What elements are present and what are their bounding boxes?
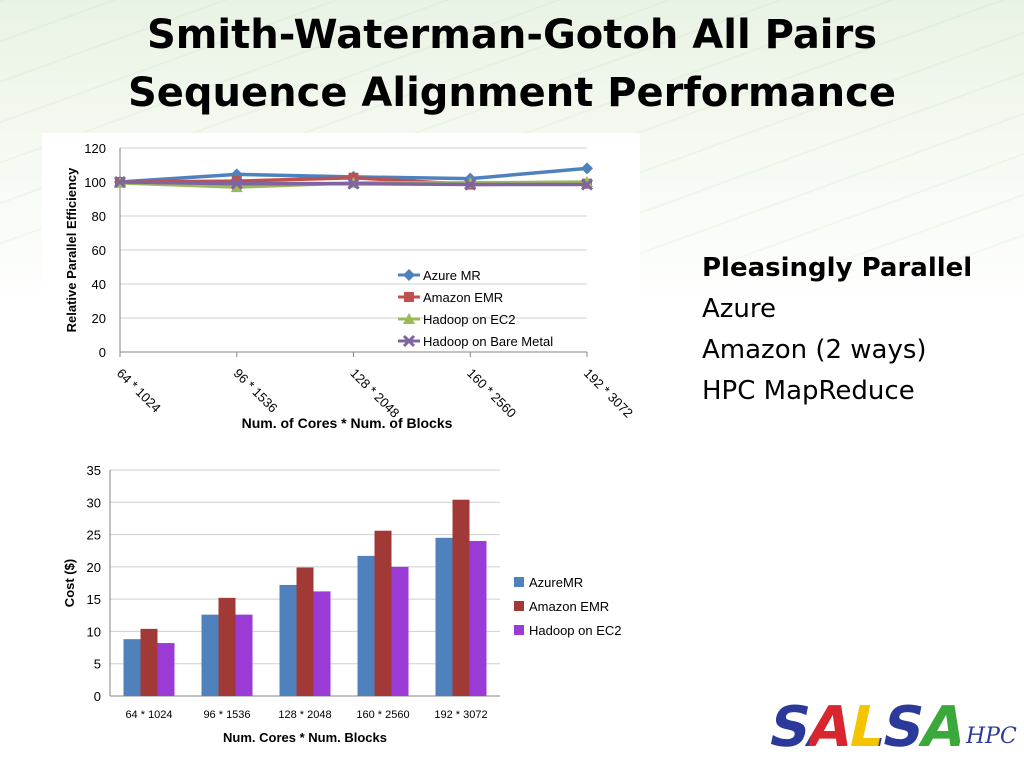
legend-marker <box>404 292 414 302</box>
x-tick-label: 192 * 3072 <box>434 709 487 721</box>
data-point <box>230 168 243 181</box>
bar <box>313 591 331 696</box>
bar <box>140 628 158 696</box>
x-tick-label: 96 * 1536 <box>231 366 281 416</box>
cost-bar-chart: 0 5 10 15 20 25 30 35 64 * 1024 96 * 1536 128 * 20… <box>48 452 640 760</box>
y-tick-label: 80 <box>92 209 106 224</box>
x-axis-title: Num. of Cores * Num. of Blocks <box>242 415 453 431</box>
bar <box>469 541 487 696</box>
y-tick-label: 0 <box>99 345 106 360</box>
y-tick-label: 60 <box>92 243 106 258</box>
y-tick-label: 0 <box>94 689 101 704</box>
y-tick-label: 20 <box>92 311 106 326</box>
legend-swatch <box>514 577 524 587</box>
y-tick-label: 30 <box>87 495 101 510</box>
legend-label: Amazon EMR <box>423 290 503 305</box>
legend-marker <box>402 334 416 348</box>
bar <box>357 555 375 696</box>
slide-title: Smith-Waterman-Gotoh All Pairs Sequence … <box>0 6 1024 122</box>
legend-label: Hadoop on EC2 <box>529 623 622 638</box>
y-tick-label: 40 <box>92 277 106 292</box>
legend-marker <box>403 269 415 281</box>
data-point <box>464 178 477 191</box>
data-point <box>113 175 127 189</box>
cost-chart-svg: 0 5 10 15 20 25 30 35 64 * 1024 96 * 1536 128 * 20… <box>62 463 622 745</box>
bullet-list: Pleasingly Parallel Azure Amazon (2 ways… <box>702 248 1002 412</box>
x-axis-title: Num. Cores * Num. Blocks <box>223 730 387 745</box>
bar <box>235 614 253 696</box>
bullet-item: Amazon (2 ways) <box>702 335 927 365</box>
y-tick-label: 15 <box>87 592 101 607</box>
bar <box>157 643 175 696</box>
y-tick-label: 35 <box>87 463 101 478</box>
x-tick-label: 64 * 1024 <box>125 709 172 721</box>
x-tick-label: 160 * 2560 <box>356 709 409 721</box>
bullet-heading: Pleasingly Parallel <box>702 253 973 283</box>
data-point <box>581 162 593 175</box>
legend-label: Amazon EMR <box>529 599 609 614</box>
bar <box>123 639 141 696</box>
y-tick-label: 120 <box>84 141 106 156</box>
bullet-item: HPC MapReduce <box>702 376 915 406</box>
legend-marker <box>403 313 415 324</box>
bar <box>201 614 219 696</box>
y-tick-label: 20 <box>87 560 101 575</box>
bar <box>279 584 297 696</box>
logo-subtext: HPC <box>966 724 1017 749</box>
x-tick-label: 160 * 2560 <box>464 366 519 421</box>
bullet-item: Azure <box>702 294 777 324</box>
bar <box>391 566 409 696</box>
bar <box>452 499 470 696</box>
y-axis-title: Cost ($) <box>62 559 77 607</box>
efficiency-line-chart: 0 20 40 60 80 100 120 64 * 1024 96 * 1536 128 * 2… <box>42 133 640 435</box>
logo-mark: SALSA <box>763 695 971 760</box>
legend-label: AzureMR <box>529 575 583 590</box>
x-tick-label: 128 * 2048 <box>278 709 331 721</box>
efficiency-chart-svg: 0 20 40 60 80 100 120 64 * 1024 96 * 1536 128 * 2… <box>64 141 636 431</box>
bar <box>296 567 314 696</box>
data-point <box>230 181 243 193</box>
y-tick-label: 100 <box>84 175 106 190</box>
data-point <box>347 177 360 190</box>
data-point <box>230 177 243 190</box>
title-line-2: Sequence Alignment Performance <box>127 70 896 116</box>
salsa-hpc-logo: SALSA HPC <box>763 695 1020 760</box>
bar <box>374 530 392 696</box>
y-tick-label: 5 <box>94 657 101 672</box>
x-tick-label: 192 * 3072 <box>581 366 636 421</box>
x-tick-label: 64 * 1024 <box>114 366 164 416</box>
bar <box>435 537 453 696</box>
legend-label: Azure MR <box>423 268 481 283</box>
y-tick-label: 25 <box>87 528 101 543</box>
legend-label: Hadoop on Bare Metal <box>423 334 553 349</box>
y-axis-title: Relative Parallel Efficiency <box>64 167 79 333</box>
title-line-1: Smith-Waterman-Gotoh All Pairs <box>146 12 878 58</box>
legend-swatch <box>514 625 524 635</box>
x-tick-label: 128 * 2048 <box>347 366 402 421</box>
data-point <box>580 178 594 191</box>
y-tick-label: 10 <box>87 624 101 639</box>
bar <box>218 597 236 696</box>
legend-label: Hadoop on EC2 <box>423 312 516 327</box>
x-tick-label: 96 * 1536 <box>203 709 250 721</box>
legend-swatch <box>514 601 524 611</box>
